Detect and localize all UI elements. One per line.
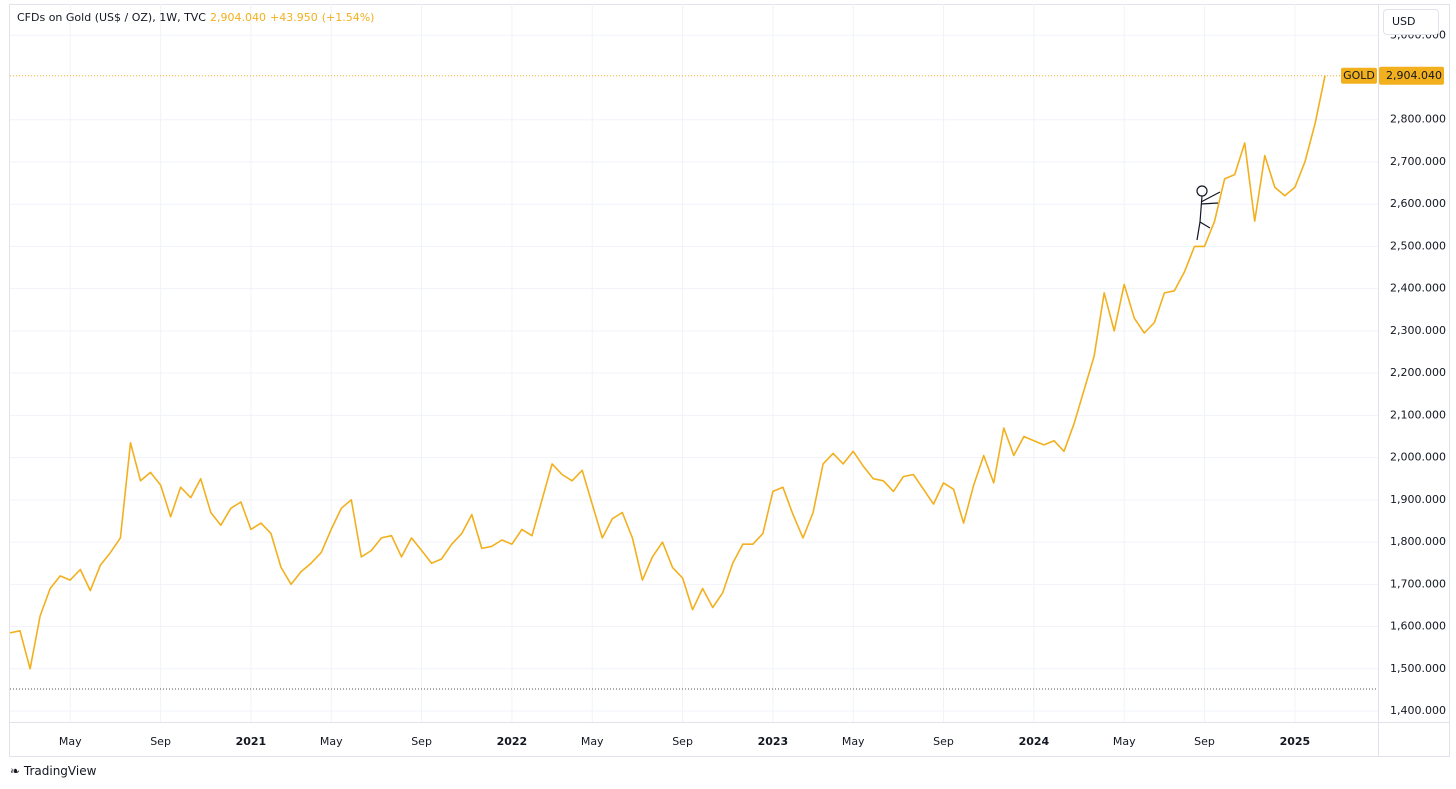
y-tick-label: 2,200.000 <box>1390 366 1446 379</box>
y-tick-label: 2,500.000 <box>1390 239 1446 252</box>
y-tick-label: 1,800.000 <box>1390 535 1446 548</box>
x-tick-label: 2024 <box>1019 735 1050 748</box>
brand-name: TradingView <box>23 764 97 778</box>
y-tick-label: 2,700.000 <box>1390 155 1446 168</box>
last-price: 2,904.040 <box>210 11 266 24</box>
x-tick-label: Sep <box>933 735 954 748</box>
x-tick-label: 2023 <box>758 735 789 748</box>
y-tick-label: 1,900.000 <box>1390 493 1446 506</box>
price-change-percent: (+1.54%) <box>321 11 375 24</box>
x-tick-label: May <box>320 735 343 748</box>
x-tick-label: Sep <box>672 735 693 748</box>
currency-button[interactable]: USD <box>1383 9 1439 35</box>
x-tick-label: May <box>59 735 82 748</box>
x-tick-label: 2021 <box>236 735 267 748</box>
doodle-head <box>1196 185 1208 197</box>
x-tick-label: May <box>1113 735 1136 748</box>
x-tick-label: May <box>842 735 865 748</box>
x-tick-label: May <box>581 735 604 748</box>
doodle-leg <box>1196 221 1201 241</box>
grid: 1,400.000 1,500.000 1,600.000 1,700.000 1,80… <box>10 4 1446 748</box>
price-tags: GOLD 2,904.040 <box>1341 66 1444 85</box>
brand-logo: ❧ TradingView <box>10 764 96 778</box>
doodle <box>1196 185 1221 241</box>
doodle-body <box>1199 195 1203 223</box>
y-tick-label: 1,400.000 <box>1390 704 1446 717</box>
y-tick-label: 2,100.000 <box>1390 408 1446 421</box>
symbol-title: CFDs on Gold (US$ / OZ), 1W, TVC <box>17 11 206 24</box>
legend-header: CFDs on Gold (US$ / OZ), 1W, TVC 2,904.04… <box>17 11 374 24</box>
doodle-leg <box>1199 221 1211 229</box>
price-tag-label: 2,904.040 <box>1386 69 1442 82</box>
y-tick-label: 2,800.000 <box>1390 113 1446 126</box>
doodle-arm <box>1200 191 1221 203</box>
logo-mark: ❧ <box>10 764 21 778</box>
frame <box>9 4 1450 757</box>
x-tick-label: Sep <box>411 735 432 748</box>
price-line <box>9 75 1326 670</box>
x-tick-label: 2025 <box>1280 735 1311 748</box>
x-tick-label: Sep <box>150 735 171 748</box>
doodle-arm <box>1200 202 1219 205</box>
plot <box>9 75 1378 690</box>
y-tick-label: 1,700.000 <box>1390 577 1446 590</box>
y-tick-label: 1,600.000 <box>1390 620 1446 633</box>
symbol-tag <box>1341 67 1377 84</box>
price-change: +43.950 <box>269 11 318 24</box>
symbol-tag-label: GOLD <box>1343 69 1375 82</box>
x-tick-label: Sep <box>1194 735 1215 748</box>
x-tick-label: 2022 <box>497 735 528 748</box>
y-tick-label: 2,600.000 <box>1390 197 1446 210</box>
price-tag <box>1379 66 1444 85</box>
y-tick-label: 1,500.000 <box>1390 662 1446 675</box>
y-tick-label: 2,400.000 <box>1390 282 1446 295</box>
y-tick-label: 2,300.000 <box>1390 324 1446 337</box>
y-tick-label: 2,000.000 <box>1390 451 1446 464</box>
